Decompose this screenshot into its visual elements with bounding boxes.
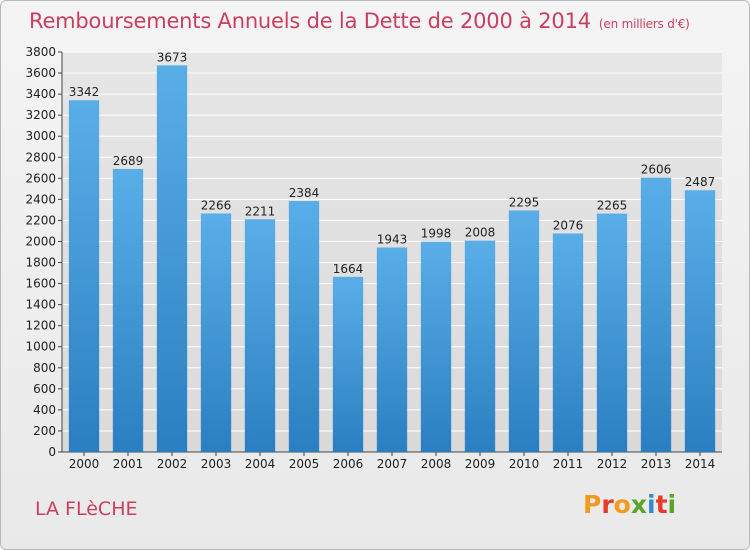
bar-value-label: 2265 (597, 199, 628, 213)
y-tick-label: 600 (33, 382, 56, 396)
logo-letter: P (583, 490, 602, 519)
bar (552, 233, 584, 452)
logo-letter: r (601, 490, 614, 519)
y-tick-label: 3400 (25, 87, 56, 101)
y-tick-label: 3200 (25, 108, 56, 122)
logo-letter: i (647, 490, 656, 519)
bar-value-label: 2606 (641, 163, 672, 177)
chart-title: Remboursements Annuels de la Dette de 20… (29, 9, 690, 33)
bar (596, 213, 628, 452)
bar-value-label: 2295 (509, 195, 540, 209)
x-tick-label: 2002 (157, 457, 188, 471)
bar (464, 240, 496, 452)
y-tick-label: 1400 (25, 298, 56, 312)
bar (200, 213, 232, 452)
x-tick-label: 2012 (597, 457, 628, 471)
y-tick-label: 1000 (25, 340, 56, 354)
bar (332, 276, 364, 452)
x-tick-label: 2005 (289, 457, 320, 471)
bar-value-label: 1998 (421, 227, 452, 241)
bar-value-label: 1943 (377, 232, 408, 246)
y-tick-label: 200 (33, 424, 56, 438)
x-tick-label: 2001 (113, 457, 144, 471)
logo-letter: x (630, 490, 647, 519)
bar (112, 168, 144, 452)
y-tick-label: 0 (48, 445, 56, 459)
y-tick-label: 3600 (25, 66, 56, 80)
x-tick-label: 2008 (421, 457, 452, 471)
commune-name: LA FLèCHE (35, 498, 138, 520)
proxiti-logo: Proxiti (583, 490, 676, 519)
title-unit: (en milliers d'€) (598, 17, 690, 31)
y-tick-label: 3000 (25, 129, 56, 143)
y-tick-label: 1200 (25, 319, 56, 333)
x-tick-label: 2004 (245, 457, 276, 471)
logo-letter: t (655, 490, 668, 519)
y-tick-label: 1600 (25, 277, 56, 291)
y-tick-label: 400 (33, 403, 56, 417)
x-tick-label: 2003 (201, 457, 232, 471)
bar-value-label: 2211 (245, 204, 276, 218)
logo-letter: o (613, 490, 631, 519)
bar (376, 247, 408, 452)
bar (640, 177, 672, 452)
y-tick-label: 1800 (25, 256, 56, 270)
y-tick-label: 3800 (25, 45, 56, 59)
bar (156, 65, 188, 453)
x-tick-label: 2013 (641, 457, 672, 471)
logo-letter: i (667, 490, 677, 519)
x-tick-label: 2010 (509, 457, 540, 471)
bar (420, 241, 452, 452)
x-tick-label: 2014 (685, 457, 716, 471)
x-tick-label: 2007 (377, 457, 408, 471)
x-tick-label: 2009 (465, 457, 496, 471)
bar (684, 190, 716, 453)
y-tick-label: 800 (33, 361, 56, 375)
bar (508, 210, 540, 452)
x-tick-label: 2011 (553, 457, 584, 471)
bar-value-label: 3342 (69, 85, 100, 99)
bar-value-label: 2384 (289, 186, 320, 200)
bar (68, 100, 100, 453)
bar-value-label: 2266 (201, 198, 232, 212)
bar-value-label: 1664 (333, 262, 364, 276)
bar-value-label: 2008 (465, 226, 496, 240)
y-tick-label: 2200 (25, 213, 56, 227)
y-tick-label: 2000 (25, 234, 56, 248)
bar (288, 201, 320, 452)
y-tick-label: 2800 (25, 150, 56, 164)
x-tick-label: 2006 (333, 457, 364, 471)
bar (244, 219, 276, 452)
y-tick-label: 2400 (25, 192, 56, 206)
x-tick-label: 2000 (69, 457, 100, 471)
bar-value-label: 2487 (685, 175, 716, 189)
y-tick-label: 2600 (25, 171, 56, 185)
title-text: Remboursements Annuels de la Dette de 20… (29, 9, 591, 33)
bar-value-label: 3673 (157, 50, 188, 64)
bar-value-label: 2076 (553, 218, 584, 232)
bar-value-label: 2689 (113, 154, 144, 168)
